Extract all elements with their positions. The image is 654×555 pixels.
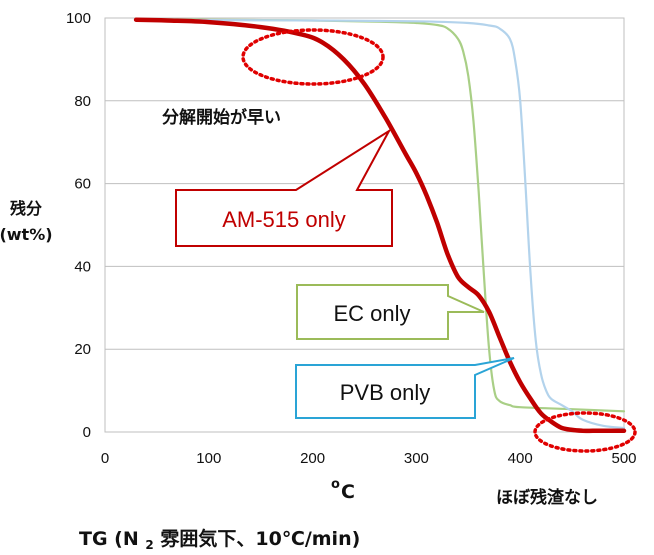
- series-lines: [133, 17, 627, 434]
- series-line-pvb-only: [135, 18, 626, 429]
- y-tick-label: 80: [74, 93, 91, 110]
- residue-ellipse: [533, 411, 637, 453]
- chart-caption: TG (N 2 雰囲気下、10℃/min): [79, 527, 360, 554]
- y-axis-label-line1: 残分: [10, 199, 42, 218]
- series-line-am-515-only: [133, 17, 627, 434]
- callout-pvb: PVB only: [295, 357, 515, 419]
- callout-am515-box: [175, 128, 393, 247]
- callout-pvb-label: PVB only: [340, 380, 431, 405]
- y-tick-label: 100: [66, 10, 91, 27]
- x-tick-label: 200: [300, 450, 325, 467]
- annotation-no-residue: ほぼ残渣なし: [496, 487, 598, 508]
- y-tick-label: 0: [83, 424, 91, 441]
- x-tick-label: 300: [404, 450, 429, 467]
- y-tick-label: 40: [74, 258, 91, 275]
- caption-subscript: 2: [145, 538, 153, 552]
- callout-pvb-box: [295, 357, 515, 419]
- caption-prefix: TG (N: [79, 528, 139, 550]
- y-tick-labels: 0 20 40 60 80 100: [66, 10, 91, 441]
- callout-am515-label: AM-515 only: [222, 207, 346, 232]
- early-decomposition-ellipse: [241, 28, 385, 86]
- callout-ec-label: EC only: [333, 301, 410, 326]
- x-tick-label: 0: [101, 450, 109, 467]
- x-tick-label: 400: [508, 450, 533, 467]
- callout-ec-box: [296, 284, 485, 340]
- caption-suffix: 雰囲気下、10℃/min): [160, 527, 360, 550]
- callout-ec: EC only: [296, 284, 485, 340]
- x-tick-label: 500: [611, 450, 636, 467]
- x-tick-label: 100: [196, 450, 221, 467]
- y-tick-label: 20: [74, 341, 91, 358]
- y-tick-label: 60: [74, 176, 91, 193]
- x-axis-label: C: [341, 481, 355, 503]
- y-axis-label-line2: (wt%): [0, 225, 53, 244]
- x-axis-label-degree: o: [331, 477, 340, 492]
- callout-am515: AM-515 only: [175, 128, 393, 247]
- annotation-early-decomposition: 分解開始が早い: [162, 107, 281, 128]
- x-tick-labels: 0 100 200 300 400 500: [101, 450, 637, 467]
